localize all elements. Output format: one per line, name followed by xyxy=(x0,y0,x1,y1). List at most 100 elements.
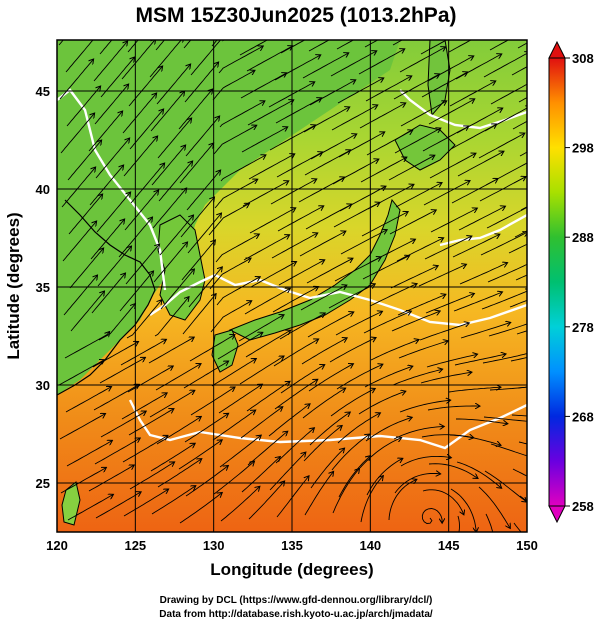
streamline xyxy=(155,40,165,51)
streamline xyxy=(298,178,344,203)
streamline xyxy=(333,203,379,228)
streamline xyxy=(400,456,450,467)
streamline xyxy=(100,412,145,438)
streamline xyxy=(302,53,348,79)
streamline xyxy=(66,441,112,467)
streamline xyxy=(95,139,129,179)
streamline xyxy=(515,274,527,281)
streamline xyxy=(358,49,404,75)
streamline xyxy=(485,513,494,532)
streamline xyxy=(484,470,526,502)
streamline xyxy=(60,114,94,154)
streamline xyxy=(512,468,527,477)
streamline xyxy=(247,100,293,126)
streamline xyxy=(454,354,505,366)
streamline xyxy=(88,112,122,152)
streamline xyxy=(360,158,406,183)
streamline xyxy=(359,103,405,129)
colorbar-max-arrow xyxy=(548,40,566,59)
streamline xyxy=(65,40,94,73)
streamline xyxy=(483,52,527,78)
streamline xyxy=(63,276,97,316)
streamline xyxy=(151,486,195,515)
isotherm-north xyxy=(57,88,167,291)
lat-lon-grid xyxy=(56,40,528,532)
streamline xyxy=(220,155,265,182)
streamline xyxy=(448,40,472,53)
streamline xyxy=(187,214,221,254)
streamline xyxy=(513,522,522,532)
streamline xyxy=(422,127,468,152)
streamline xyxy=(186,171,220,211)
streamline xyxy=(509,299,527,308)
streamline xyxy=(125,245,159,285)
streamline xyxy=(216,277,259,306)
streamline xyxy=(388,156,434,181)
streamline xyxy=(150,92,184,132)
streamline xyxy=(58,360,104,386)
y-tick-label: 45 xyxy=(36,84,50,99)
streamline xyxy=(275,428,314,464)
streamline xyxy=(452,235,499,258)
streamline xyxy=(428,463,477,478)
streamline xyxy=(159,216,193,256)
streamline xyxy=(480,232,527,256)
streamline xyxy=(211,359,256,387)
streamline xyxy=(149,40,183,78)
streamline xyxy=(460,323,510,339)
streamline xyxy=(160,270,194,310)
streamline xyxy=(246,46,292,72)
streamline xyxy=(304,472,333,516)
streamline xyxy=(181,241,215,281)
streamline xyxy=(450,488,476,531)
streamline xyxy=(219,101,264,128)
streamline xyxy=(370,340,418,361)
streamline xyxy=(299,232,345,257)
streamline xyxy=(60,468,106,494)
streamline xyxy=(150,444,194,472)
streamline xyxy=(270,179,316,205)
streamline xyxy=(244,289,290,315)
streamline xyxy=(331,105,377,131)
streamlines xyxy=(58,40,527,532)
streamline xyxy=(332,469,359,514)
streamline xyxy=(89,166,123,206)
x-tick-label: 120 xyxy=(46,538,68,553)
y-tick-labels: 25 30 35 40 45 xyxy=(36,84,50,491)
streamline xyxy=(490,83,527,105)
streamline xyxy=(303,426,341,462)
streamline xyxy=(337,413,380,444)
streamline xyxy=(183,362,228,389)
coastline-china xyxy=(57,199,156,396)
streamline xyxy=(157,459,201,488)
streamline xyxy=(300,286,346,311)
streamline xyxy=(276,152,322,178)
streamline xyxy=(453,292,502,312)
streamline xyxy=(153,243,187,283)
streamline xyxy=(422,489,464,514)
streamline xyxy=(272,287,318,313)
streamline xyxy=(213,462,254,495)
streamline xyxy=(97,247,131,287)
streamline xyxy=(148,338,193,364)
streamline xyxy=(88,466,133,492)
streamline xyxy=(249,208,295,234)
streamline xyxy=(248,482,284,520)
streamline xyxy=(400,101,446,127)
streamline xyxy=(418,265,466,287)
colorbar-tick-labels: 258 268 278 288 298 308 xyxy=(565,51,594,514)
x-axis-label: Longitude (degrees) xyxy=(210,560,373,579)
streamline xyxy=(508,243,527,254)
isotherm-south xyxy=(128,399,527,450)
streamline xyxy=(335,312,382,336)
y-axis-label: Latitude (degrees) xyxy=(4,212,23,359)
streamline xyxy=(398,341,447,359)
streamline xyxy=(93,385,139,411)
streamline xyxy=(393,74,439,100)
colorbar-min-arrow xyxy=(548,505,566,524)
streamline xyxy=(90,220,124,260)
streamline xyxy=(478,134,524,159)
streamline xyxy=(180,198,214,238)
streamline xyxy=(390,266,437,289)
colorbar-gradient xyxy=(548,57,566,507)
